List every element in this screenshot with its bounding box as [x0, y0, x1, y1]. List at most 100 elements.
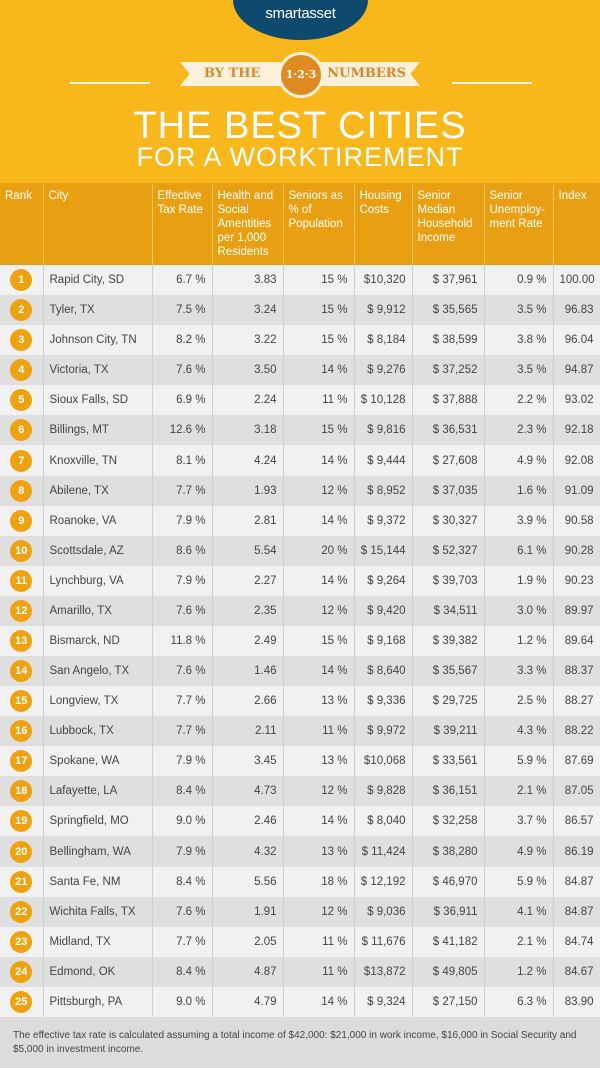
cell-housing-costs: $ 9,828: [354, 776, 413, 807]
cell-senior-income: $ 27,608: [412, 445, 485, 476]
table-row: 19 Springfield, MO 9.0 % 2.46 14 % $ 8,040 $ 3…: [0, 806, 600, 837]
rank-badge: 21: [10, 870, 33, 893]
cell-senior-unemployment: 5.9 %: [484, 866, 554, 897]
cell-housing-costs: $ 9,264: [354, 565, 413, 596]
column-header: Seniors as % of Population: [283, 183, 355, 265]
cell-senior-income: $ 34,511: [412, 595, 485, 626]
cell-index: 84.74: [553, 926, 600, 957]
cell-index: 92.08: [553, 445, 600, 476]
cell-seniors-pct: 15 %: [283, 265, 355, 296]
cell-rank: 16: [0, 716, 44, 747]
cell-tax-rate: 6.7 %: [152, 265, 213, 296]
cell-rank: 14: [0, 656, 44, 687]
cell-index: 89.97: [553, 595, 600, 626]
cell-index: 83.90: [553, 986, 600, 1017]
cell-index: 84.67: [553, 956, 600, 987]
cell-seniors-pct: 12 %: [283, 776, 355, 807]
cell-housing-costs: $ 9,372: [354, 505, 413, 536]
cell-senior-unemployment: 1.2 %: [484, 625, 554, 657]
cell-index: 96.04: [553, 325, 600, 356]
cell-rank: 18: [0, 776, 44, 807]
cell-city: Lafayette, LA: [43, 776, 153, 807]
table-row: 14 San Angelo, TX 7.6 % 1.46 14 % $ 8,640 $ 35…: [0, 656, 600, 687]
cell-health-amenities: 2.81: [212, 505, 284, 536]
cell-city: Midland, TX: [43, 926, 153, 957]
cell-housing-costs: $ 15,144: [354, 535, 413, 566]
cell-health-amenities: 2.24: [212, 385, 284, 416]
title-line-1: THE BEST CITIES: [133, 105, 467, 147]
cell-rank: 21: [0, 866, 44, 897]
rank-badge: 14: [10, 660, 33, 683]
cell-health-amenities: 2.27: [212, 565, 284, 596]
cell-rank: 17: [0, 746, 44, 777]
cell-senior-unemployment: 3.9 %: [484, 505, 554, 536]
cell-seniors-pct: 11 %: [283, 716, 355, 747]
cell-tax-rate: 8.4 %: [152, 776, 213, 807]
table-row: 4 Victoria, TX 7.6 % 3.50 14 % $ 9,276 $ 37,25…: [0, 355, 600, 386]
table-row: 2 Tyler, TX 7.5 % 3.24 15 % $ 9,912 $ 35,565 3.…: [0, 295, 600, 326]
table-row: 18 Lafayette, LA 8.4 % 4.73 12 % $ 9,828 $ 36,…: [0, 776, 600, 807]
cell-senior-unemployment: 1.9 %: [484, 565, 554, 596]
cell-rank: 2: [0, 295, 44, 326]
cell-tax-rate: 8.6 %: [152, 535, 213, 566]
cell-senior-unemployment: 6.1 %: [484, 535, 554, 566]
cell-senior-income: $ 37,961: [412, 265, 485, 296]
cell-senior-unemployment: 3.5 %: [484, 295, 554, 326]
cell-housing-costs: $ 10,128: [354, 385, 413, 416]
cell-rank: 11: [0, 565, 44, 596]
cell-index: 96.83: [553, 295, 600, 326]
cell-tax-rate: 7.9 %: [152, 746, 213, 777]
table-row: 5 Sioux Falls, SD 6.9 % 2.24 11 % $ 10,128 $ 3…: [0, 385, 600, 416]
cell-housing-costs: $ 9,168: [354, 625, 413, 657]
title-line-2: FOR A WORKTIREMENT: [136, 142, 464, 172]
cell-city: Billings, MT: [43, 415, 153, 446]
cell-city: Santa Fe, NM: [43, 866, 153, 897]
cell-seniors-pct: 14 %: [283, 656, 355, 687]
cell-rank: 24: [0, 956, 44, 987]
cell-rank: 22: [0, 896, 44, 927]
rank-badge: 15: [10, 690, 33, 713]
cell-city: San Angelo, TX: [43, 656, 153, 687]
cell-tax-rate: 7.7 %: [152, 926, 213, 957]
cell-senior-income: $ 39,211: [412, 716, 485, 747]
cell-housing-costs: $ 9,912: [354, 295, 413, 326]
rank-badge: 20: [10, 840, 33, 863]
cell-health-amenities: 2.05: [212, 926, 284, 957]
cell-tax-rate: 7.9 %: [152, 505, 213, 536]
cell-housing-costs: $ 9,816: [354, 415, 413, 446]
cell-rank: 20: [0, 836, 44, 867]
cell-seniors-pct: 15 %: [283, 415, 355, 446]
cell-index: 84.87: [553, 866, 600, 897]
cell-city: Tyler, TX: [43, 295, 153, 326]
cell-senior-income: $ 29,725: [412, 686, 485, 717]
rank-badge: 24: [10, 960, 33, 983]
rank-badge: 17: [10, 750, 33, 773]
cell-housing-costs: $ 9,420: [354, 595, 413, 626]
cell-health-amenities: 2.11: [212, 716, 284, 747]
header-hero: smartasset BY THE NUMBERS 1·2·3 THE BEST…: [0, 0, 600, 183]
cell-housing-costs: $ 12,192: [354, 866, 413, 897]
cell-tax-rate: 7.9 %: [152, 565, 213, 596]
cell-senior-unemployment: 4.9 %: [484, 445, 554, 476]
cell-rank: 19: [0, 806, 44, 837]
divider: [70, 82, 150, 84]
cell-tax-rate: 7.6 %: [152, 595, 213, 626]
cell-senior-unemployment: 1.6 %: [484, 475, 554, 506]
cell-rank: 10: [0, 535, 44, 566]
rank-badge: 2: [10, 299, 33, 322]
cell-city: Springfield, MO: [43, 806, 153, 837]
cell-rank: 23: [0, 926, 44, 957]
cell-health-amenities: 3.83: [212, 265, 284, 296]
cell-index: 92.18: [553, 415, 600, 446]
cell-senior-income: $ 35,567: [412, 656, 485, 687]
cell-index: 87.05: [553, 776, 600, 807]
column-header: Housing Costs: [354, 183, 413, 265]
cell-index: 88.22: [553, 716, 600, 747]
cell-city: Longview, TX: [43, 686, 153, 717]
footnote: The effective tax rate is calculated ass…: [0, 1017, 600, 1068]
rank-badge: 18: [10, 780, 33, 803]
table-row: 10 Scottsdale, AZ 8.6 % 5.54 20 % $ 15,144 $ 5…: [0, 535, 600, 566]
cell-health-amenities: 3.22: [212, 325, 284, 356]
cell-index: 93.02: [553, 385, 600, 416]
table-row: 3 Johnson City, TN 8.2 % 3.22 15 % $ 8,184 $ 3…: [0, 325, 600, 356]
